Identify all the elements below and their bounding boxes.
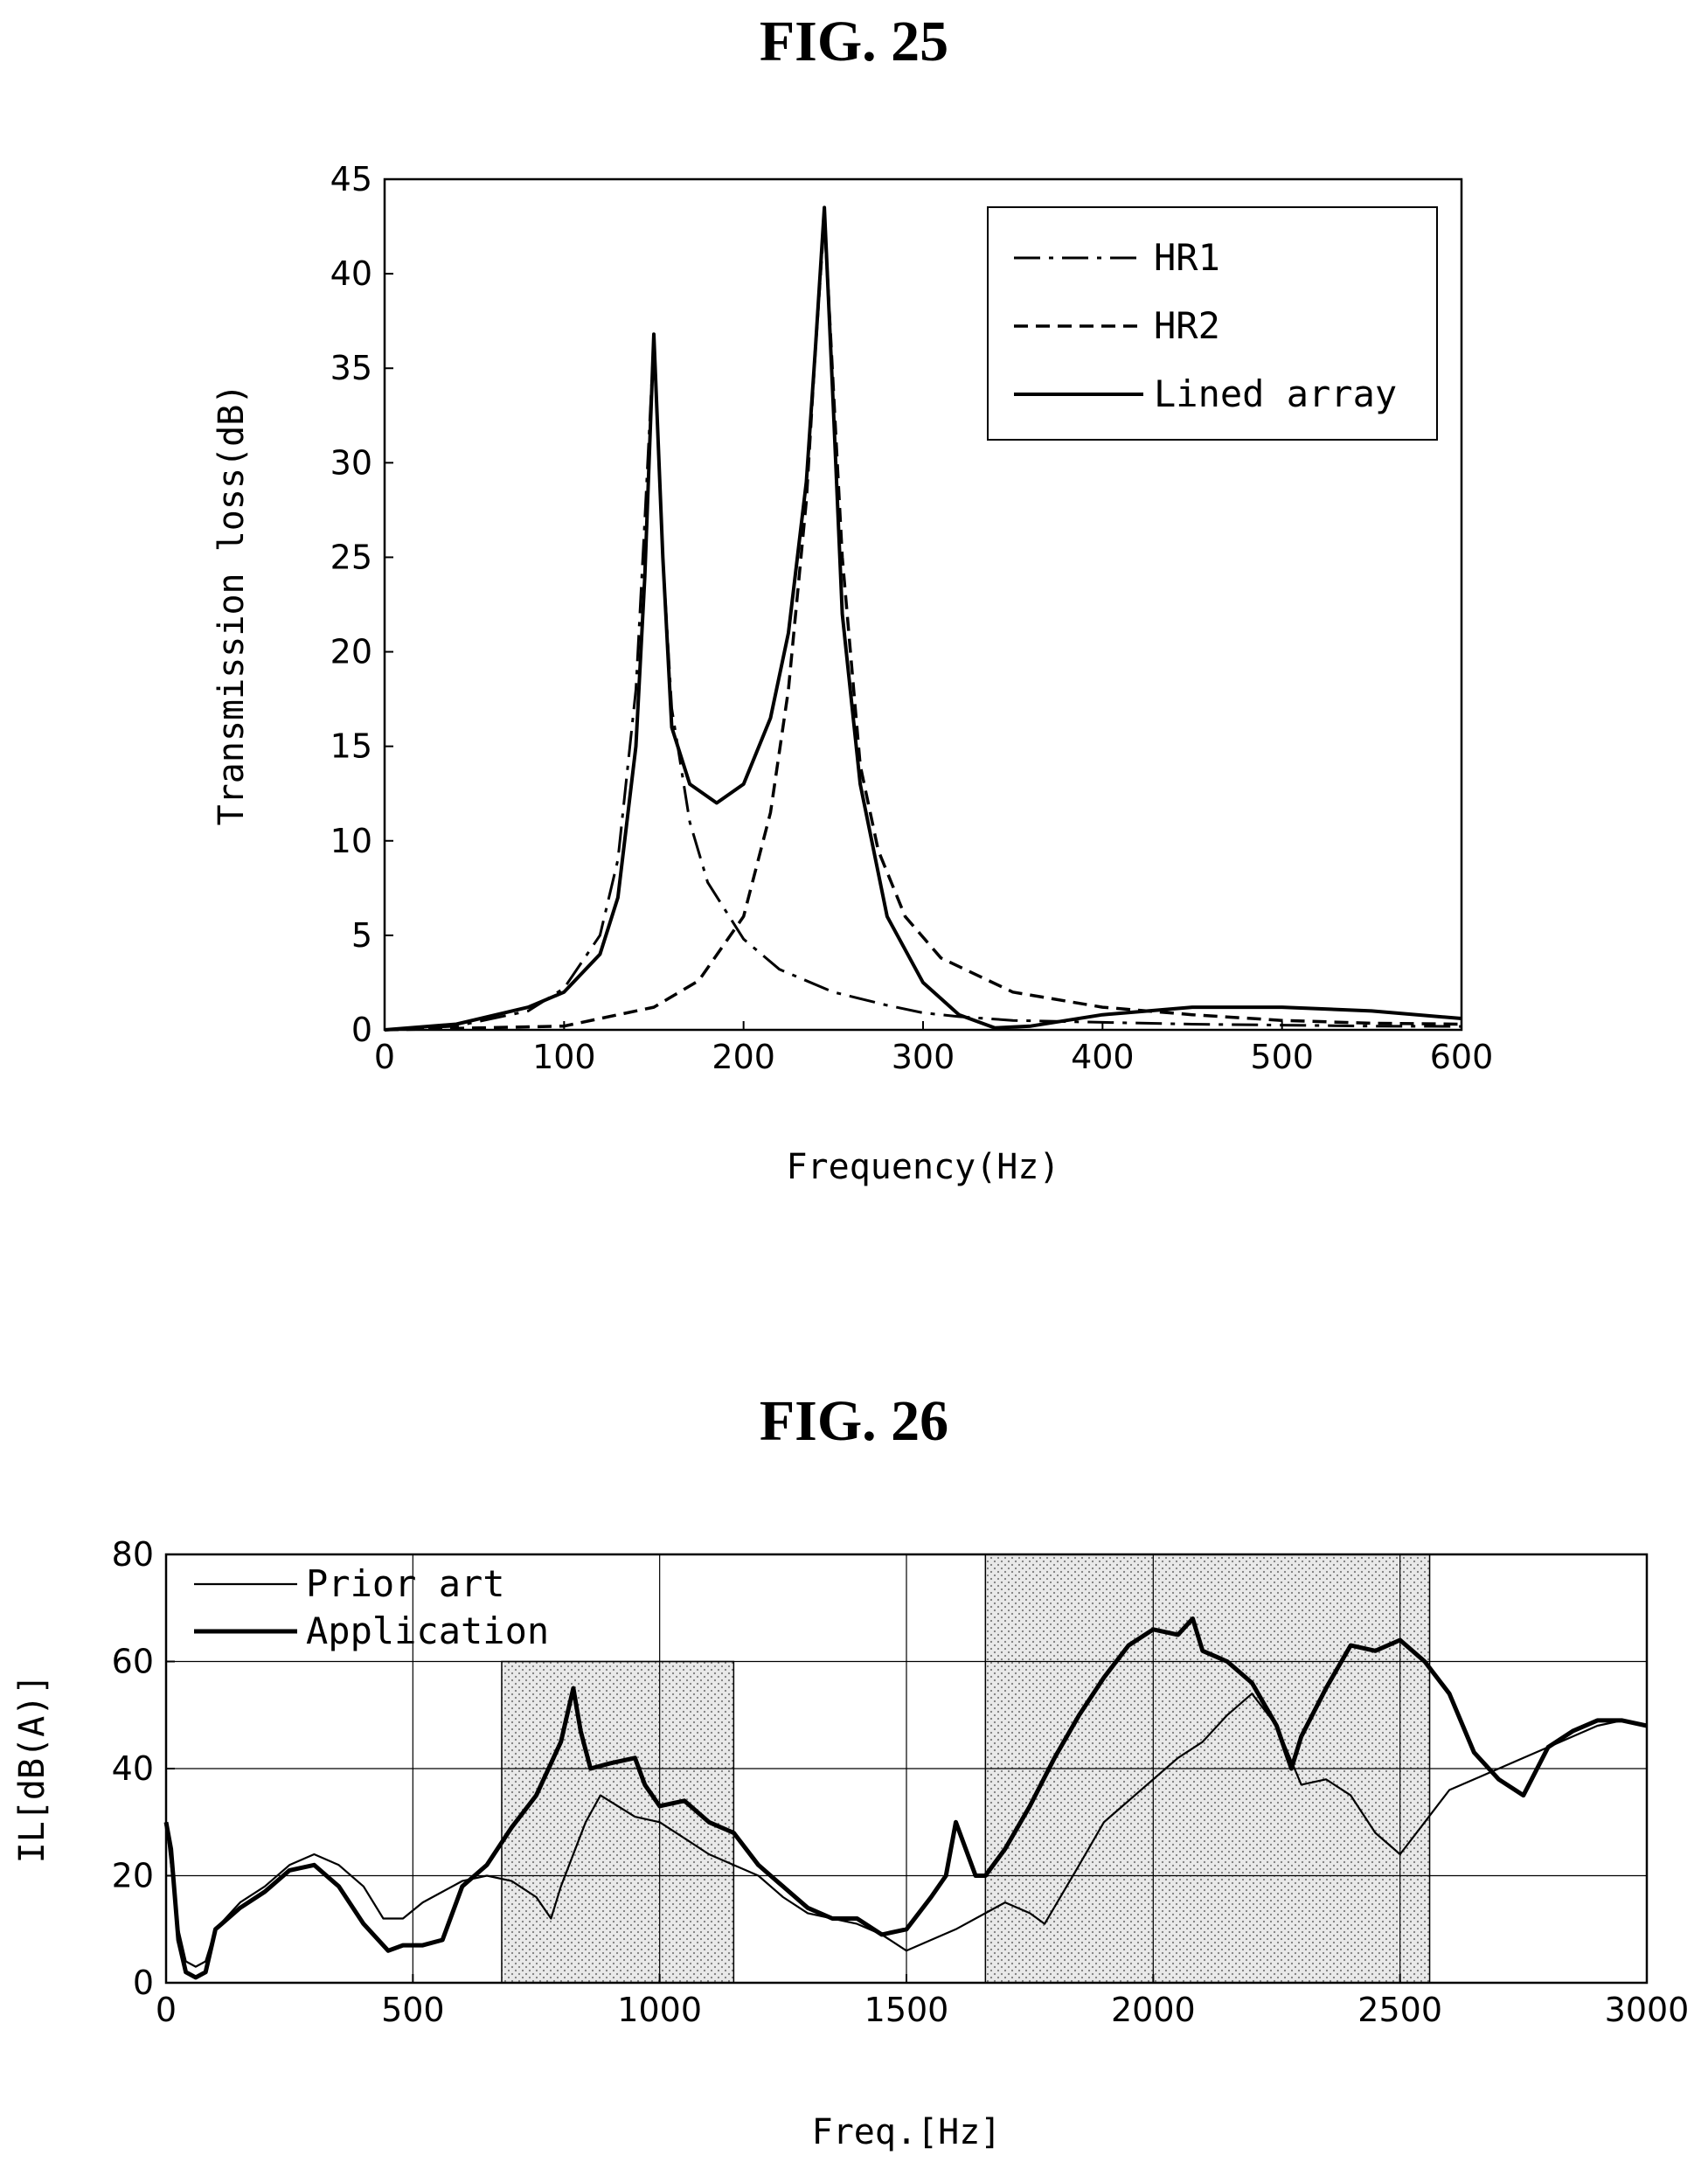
y-tick-label: 20 xyxy=(330,633,372,671)
y-tick-label: 0 xyxy=(133,1964,154,2002)
series-line-prior-art xyxy=(164,1693,1648,1968)
y-tick-label: 40 xyxy=(330,254,372,293)
x-tick-label: 2000 xyxy=(1111,1991,1196,2029)
y-tick-label: 30 xyxy=(330,443,372,482)
figure-26-title: FIG. 26 xyxy=(759,1389,949,1453)
x-tick-label: 0 xyxy=(374,1038,395,1076)
y-axis-label: Transmission loss(dB) xyxy=(212,384,252,826)
series-line-lined-array xyxy=(384,205,1462,1032)
legend-box xyxy=(987,206,1438,441)
y-tick-label: 80 xyxy=(112,1535,154,1574)
x-tick-label: 2500 xyxy=(1357,1991,1442,2029)
legend-label: Prior art xyxy=(306,1562,505,1605)
series-line-hr1 xyxy=(384,338,1462,1032)
series-line-application xyxy=(163,1616,1648,1980)
y-tick-label: 0 xyxy=(351,1011,372,1049)
y-tick-label: 60 xyxy=(112,1643,154,1681)
x-tick-label: 200 xyxy=(712,1038,775,1076)
x-tick-label: 1000 xyxy=(617,1991,702,2029)
x-tick-label: 0 xyxy=(156,1991,177,2029)
y-tick-label: 45 xyxy=(330,160,372,198)
x-axis-label: Frequency(Hz) xyxy=(786,1147,1059,1187)
insertion-loss-chart: 0 500 1000 1500 2000 2500 3000 0 20 40 60 80 Freq.[H… xyxy=(12,1535,1689,2152)
x-tick-label: 300 xyxy=(892,1038,955,1076)
y-tick-label: 25 xyxy=(330,538,372,576)
y-tick-label: 20 xyxy=(112,1857,154,1895)
legend-label: Lined array xyxy=(1154,372,1397,415)
x-tick-label: 100 xyxy=(532,1038,596,1076)
shaded-region xyxy=(501,1660,735,1984)
y-axis-label: IL[dB(A)] xyxy=(12,1674,52,1864)
y-tick-label: 40 xyxy=(112,1749,154,1788)
transmission-loss-chart: 0 100 200 300 400 500 600 0 5 10 15 20 25 30 35 40 45 Fre… xyxy=(212,160,1493,1187)
y-tick-label: 10 xyxy=(330,822,372,860)
x-axis-label: Freq.[Hz] xyxy=(812,2112,1002,2152)
x-tick-label: 3000 xyxy=(1605,1991,1690,2029)
y-tick-label: 15 xyxy=(330,727,372,766)
legend-label: Application xyxy=(306,1609,549,1652)
x-tick-label: 1500 xyxy=(864,1991,949,2029)
x-tick-label: 400 xyxy=(1071,1038,1135,1076)
legend-label: HR2 xyxy=(1154,304,1220,347)
x-tick-label: 500 xyxy=(1250,1038,1314,1076)
y-tick-label: 5 xyxy=(351,916,372,955)
legend-label: HR1 xyxy=(1154,236,1220,279)
y-tick-label: 35 xyxy=(330,349,372,387)
x-tick-label: 600 xyxy=(1430,1038,1494,1076)
x-tick-label: 500 xyxy=(381,1991,445,2029)
figure-25-title: FIG. 25 xyxy=(759,10,949,73)
